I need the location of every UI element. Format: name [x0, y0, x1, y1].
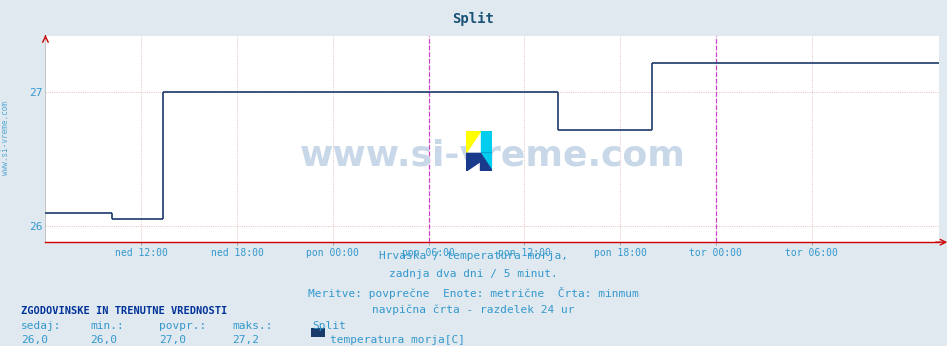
Polygon shape — [466, 131, 480, 153]
Text: www.si-vreme.com: www.si-vreme.com — [1, 101, 10, 175]
Polygon shape — [480, 131, 492, 153]
Text: zadnja dva dni / 5 minut.: zadnja dva dni / 5 minut. — [389, 269, 558, 279]
Polygon shape — [466, 153, 492, 171]
Text: Meritve: povprečne  Enote: metrične  Črta: minmum: Meritve: povprečne Enote: metrične Črta:… — [308, 287, 639, 299]
Text: 27,2: 27,2 — [232, 335, 259, 345]
Text: min.:: min.: — [90, 321, 124, 331]
Polygon shape — [480, 153, 492, 171]
Text: 26,0: 26,0 — [21, 335, 48, 345]
Text: Split: Split — [313, 321, 347, 331]
Text: Hrvaška / temperatura morja,: Hrvaška / temperatura morja, — [379, 251, 568, 261]
Text: temperatura morja[C]: temperatura morja[C] — [330, 335, 465, 345]
Polygon shape — [480, 153, 492, 171]
Text: Split: Split — [453, 12, 494, 26]
Text: sedaj:: sedaj: — [21, 321, 62, 331]
Text: www.si-vreme.com: www.si-vreme.com — [299, 139, 686, 173]
Text: navpična črta - razdelek 24 ur: navpična črta - razdelek 24 ur — [372, 305, 575, 315]
Text: maks.:: maks.: — [232, 321, 273, 331]
Text: 27,0: 27,0 — [159, 335, 187, 345]
Text: povpr.:: povpr.: — [159, 321, 206, 331]
Text: ZGODOVINSKE IN TRENUTNE VREDNOSTI: ZGODOVINSKE IN TRENUTNE VREDNOSTI — [21, 306, 227, 316]
Text: 26,0: 26,0 — [90, 335, 117, 345]
